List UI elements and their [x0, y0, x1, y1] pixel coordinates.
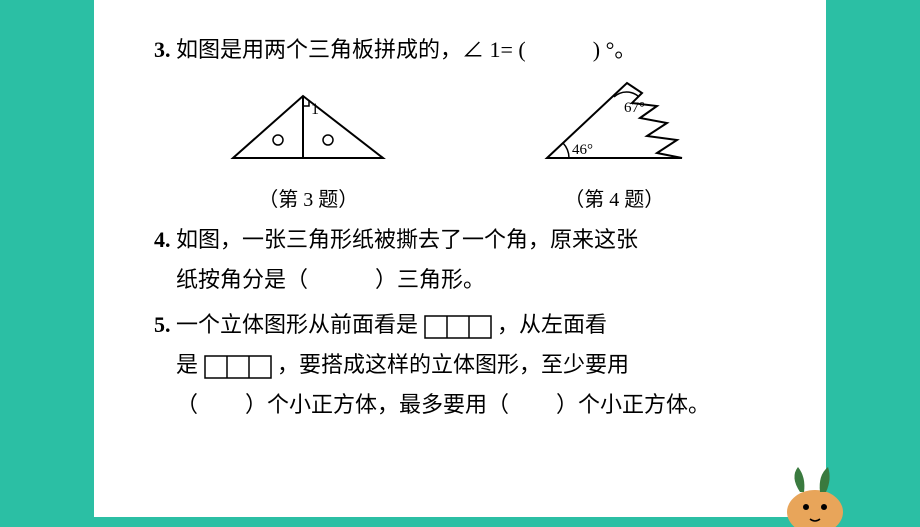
q4-line2-after: ）三角形。 [375, 267, 485, 292]
q5-number: 5. [154, 312, 171, 337]
q5-line3-after: ）个小正方体。 [556, 392, 710, 417]
q5-line3: （ ）个小正方体，最多要用（ ）个小正方体。 [154, 385, 766, 425]
angle-46-label: 46° [572, 142, 593, 158]
q3-blank[interactable] [531, 40, 587, 64]
q5-line1-after: ，从左面看 [497, 312, 607, 337]
left-view-grid [204, 355, 272, 379]
worksheet-page: 3. 如图是用两个三角板拼成的，∠ 1= ( ) °。 1 （第 3 题） 67… [94, 0, 826, 517]
front-view-grid [424, 315, 492, 339]
q4-number: 4. [154, 227, 171, 252]
question-3: 3. 如图是用两个三角板拼成的，∠ 1= ( ) °。 [154, 30, 766, 70]
q3-text-before: 如图是用两个三角板拼成的，∠ 1= ( [176, 37, 526, 62]
fig3-caption: （第 3 题） [223, 182, 393, 218]
q5-line2-before: 是 [176, 352, 198, 377]
q4-line1: 如图，一张三角形纸被撕去了一个角，原来这张 [176, 227, 638, 252]
figure-4: 67° 46° （第 4 题） [532, 78, 697, 219]
q4-line2: 纸按角分是（ ）三角形。 [154, 260, 766, 300]
q5-line3-mid: ）个小正方体，最多要用（ [245, 392, 509, 417]
figure-3: 1 （第 3 题） [223, 88, 393, 219]
fig4-caption: （第 4 题） [532, 182, 697, 218]
q5-line1-before: 一个立体图形从前面看是 [176, 312, 418, 337]
torn-triangle-svg: 67° 46° [532, 78, 697, 168]
q5-line3-before: （ [176, 392, 198, 417]
q4-blank[interactable] [314, 270, 370, 294]
q5-line2: 是 ，要搭成这样的立体图形，至少要用 [154, 345, 766, 385]
figures-row: 1 （第 3 题） 67° 46° （第 4 题） [154, 78, 766, 219]
q3-text-after: ) °。 [593, 37, 637, 62]
q3-number: 3. [154, 37, 171, 62]
q5-blank-min[interactable] [204, 396, 240, 418]
question-4: 4. 如图，一张三角形纸被撕去了一个角，原来这张 纸按角分是（ ）三角形。 [154, 220, 766, 299]
angle-67-label: 67° [624, 100, 645, 116]
q4-line2-before: 纸按角分是（ [176, 267, 308, 292]
q5-line2-after: ，要搭成这样的立体图形，至少要用 [277, 352, 629, 377]
question-5: 5. 一个立体图形从前面看是 ，从左面看 是 ，要搭成这样的立体图形，至少要用 … [154, 305, 766, 424]
q5-blank-max[interactable] [515, 396, 551, 418]
triangle-setsquares-svg: 1 [223, 88, 393, 168]
angle-1-label: 1 [311, 101, 319, 118]
